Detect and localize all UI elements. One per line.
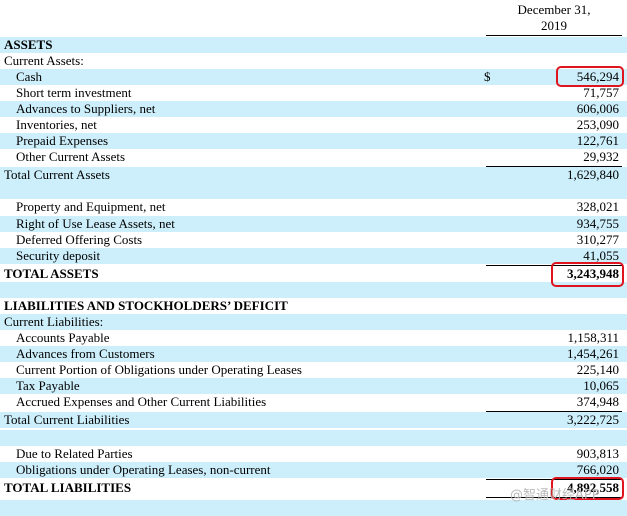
row-property-equipment: Property and Equipment, net 328,021	[0, 199, 627, 215]
row-noncurrent-lease-obligations: Obligations under Operating Leases, non-…	[0, 462, 627, 478]
row-value: 606,006	[576, 101, 619, 116]
row-security-deposit: Security deposit 41,055	[0, 248, 627, 264]
row-value: 310,277	[576, 232, 619, 247]
row-current-liabilities-label: Current Liabilities:	[0, 314, 627, 330]
row-value: 1,454,261	[567, 346, 619, 361]
row-tax-payable: Tax Payable 10,065	[0, 378, 627, 394]
row-label: Deferred Offering Costs	[16, 232, 143, 247]
row-label: Due to Related Parties	[16, 446, 133, 461]
row-value: 29,932	[583, 149, 619, 164]
row-value: 4,892,558	[567, 480, 619, 495]
row-label: Total Current Assets	[4, 167, 110, 182]
row-label: LIABILITIES AND STOCKHOLDERS’ DEFICIT	[4, 298, 288, 313]
row-advances-to-suppliers: Advances to Suppliers, net 606,006	[0, 101, 627, 117]
subtotal-rule	[486, 166, 622, 167]
row-right-of-use-assets: Right of Use Lease Assets, net 934,755	[0, 216, 627, 232]
row-label: Current Assets:	[4, 53, 84, 68]
column-header-date: December 31,	[517, 2, 591, 17]
row-label: Accounts Payable	[16, 330, 110, 345]
watermark-text: @智通财经APP	[510, 488, 600, 503]
row-blank-shade	[0, 183, 627, 199]
row-value: 766,020	[576, 462, 619, 477]
row-label: Current Portion of Obligations under Ope…	[16, 362, 302, 377]
row-blank-shade	[0, 282, 627, 298]
row-label: Advances from Customers	[16, 346, 155, 361]
row-advances-from-customers: Advances from Customers 1,454,261	[0, 346, 627, 362]
row-value: 934,755	[576, 216, 619, 231]
row-current-lease-obligations: Current Portion of Obligations under Ope…	[0, 362, 627, 378]
highlight-box-total-assets	[551, 262, 624, 287]
row-label: TOTAL LIABILITIES	[4, 480, 132, 495]
row-deferred-offering-costs: Deferred Offering Costs 310,277	[0, 232, 627, 248]
row-total-assets: TOTAL ASSETS 3,243,948	[0, 266, 627, 282]
row-value: 3,222,725	[567, 412, 619, 427]
row-label: Tax Payable	[16, 378, 80, 393]
row-value: 546,294	[576, 69, 619, 84]
row-value: 3,243,948	[567, 266, 619, 281]
column-header-year: 2019	[541, 18, 567, 33]
row-blank-shade	[0, 500, 627, 516]
highlight-box-total-liabilities	[551, 477, 624, 500]
row-label: Short term investment	[16, 85, 132, 100]
row-label: Other Current Assets	[16, 149, 126, 164]
row-value: 1,158,311	[567, 330, 619, 345]
row-label: Inventories, net	[16, 117, 97, 132]
row-due-to-related-parties: Due to Related Parties 903,813	[0, 446, 627, 462]
row-label: Current Liabilities:	[4, 314, 104, 329]
row-value: 71,757	[583, 85, 619, 100]
row-label: Obligations under Operating Leases, non-…	[16, 462, 271, 477]
row-value: 374,948	[576, 394, 619, 409]
row-blank-shade	[0, 430, 627, 446]
row-value: 10,065	[583, 378, 619, 393]
row-label: Accrued Expenses and Other Current Liabi…	[16, 394, 267, 409]
row-label: Property and Equipment, net	[16, 199, 166, 214]
row-other-current-assets: Other Current Assets 29,932	[0, 149, 627, 165]
row-total-current-liabilities: Total Current Liabilities 3,222,725	[0, 412, 627, 428]
row-assets-heading: ASSETS	[0, 37, 627, 53]
highlight-box-cash	[556, 66, 624, 87]
row-label: Security deposit	[16, 248, 101, 263]
row-value: 328,021	[576, 199, 619, 214]
row-value: 41,055	[583, 248, 619, 263]
row-label: ASSETS	[4, 37, 53, 52]
row-prepaid-expenses: Prepaid Expenses 122,761	[0, 133, 627, 149]
row-label: Right of Use Lease Assets, net	[16, 216, 175, 231]
row-cash: Cash $ 546,294	[0, 69, 627, 85]
row-label: TOTAL ASSETS	[4, 266, 99, 281]
row-current-assets-label: Current Assets:	[0, 53, 627, 69]
row-value: 253,090	[576, 117, 619, 132]
row-accrued-expenses: Accrued Expenses and Other Current Liabi…	[0, 394, 627, 410]
row-label: Prepaid Expenses	[16, 133, 109, 148]
row-inventories: Inventories, net 253,090	[0, 117, 627, 133]
row-label: Total Current Liabilities	[4, 412, 130, 427]
row-label: Advances to Suppliers, net	[16, 101, 156, 116]
header-rule	[486, 35, 622, 36]
row-value: 903,813	[576, 446, 619, 461]
row-value: 1,629,840	[567, 167, 619, 182]
row-total-liabilities: TOTAL LIABILITIES 4,892,558	[0, 480, 627, 496]
row-value: 122,761	[576, 133, 619, 148]
row-total-current-assets: Total Current Assets 1,629,840	[0, 167, 627, 183]
row-value: 225,140	[576, 362, 619, 377]
row-liabilities-heading: LIABILITIES AND STOCKHOLDERS’ DEFICIT	[0, 298, 627, 314]
currency-symbol: $	[484, 69, 491, 84]
row-label: Cash	[16, 69, 42, 84]
row-short-term-investment: Short term investment 71,757	[0, 85, 627, 101]
subtotal-rule	[486, 411, 622, 412]
row-accounts-payable: Accounts Payable 1,158,311	[0, 330, 627, 346]
